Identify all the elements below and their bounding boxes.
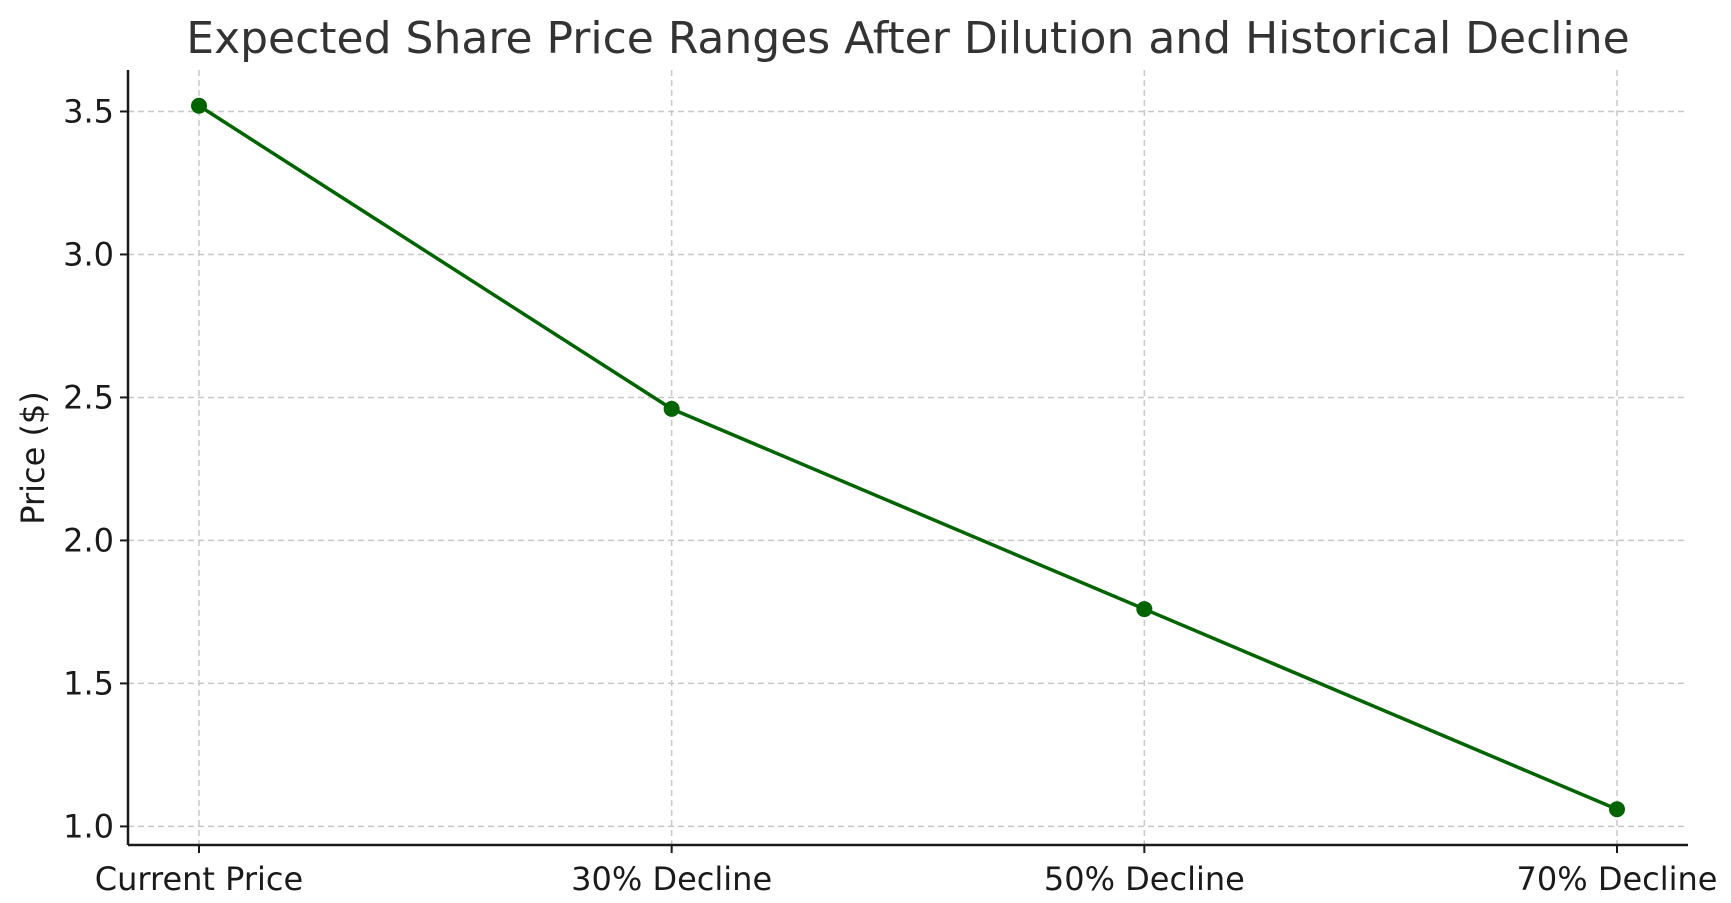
y-tick-label: 3.5 (63, 92, 114, 130)
series (191, 97, 1625, 818)
chart-title: Expected Share Price Ranges After Diluti… (186, 13, 1629, 64)
data-point (663, 400, 680, 417)
data-point (1136, 601, 1153, 618)
axes (126, 70, 1688, 847)
data-point (1609, 801, 1625, 818)
x-tick-label: 30% Decline (571, 860, 772, 898)
x-tick-label: Current Price (95, 860, 303, 898)
y-axis-label: Price ($) (14, 391, 52, 525)
y-tick-label: 1.0 (63, 807, 114, 845)
y-tick-label: 2.0 (63, 521, 114, 559)
y-tick-label: 3.0 (63, 235, 114, 273)
x-tick-label: 70% Decline (1517, 860, 1718, 898)
y-tick-label: 1.5 (63, 664, 114, 702)
y-tick-label: 2.5 (63, 378, 114, 416)
x-tick-label: 50% Decline (1044, 860, 1245, 898)
grid (128, 70, 1688, 845)
series-line (198, 104, 1618, 811)
data-point (191, 97, 207, 114)
ticks: 1.0 1.5 2.0 2.5 3.0 3.5 Current Price 30% Decli… (63, 92, 1717, 898)
